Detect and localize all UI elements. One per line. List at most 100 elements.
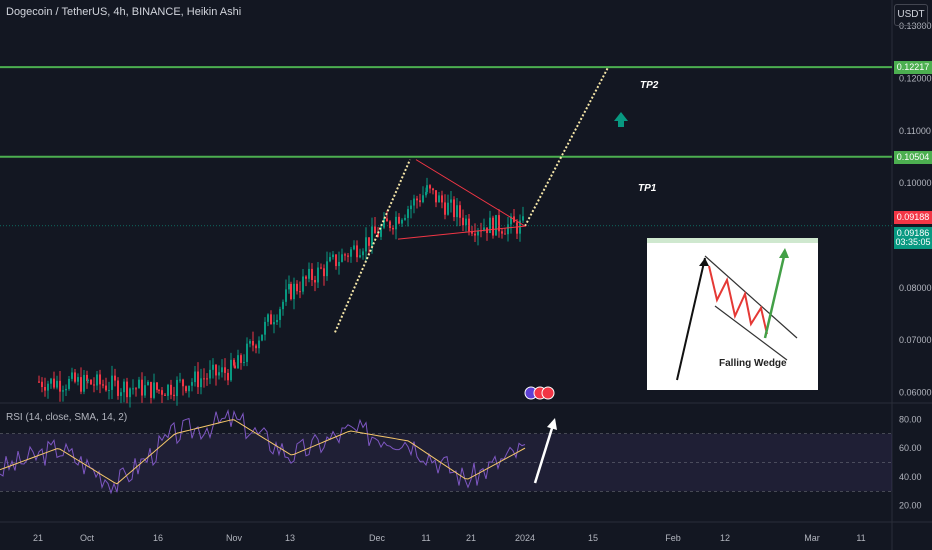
candle-body [359,255,361,258]
candle-body [156,382,158,390]
price-tick: 0.12000 [899,74,932,84]
candle-body [237,355,239,369]
candle-body [153,382,155,398]
candle-body [135,388,137,390]
price-tag: 0.10504 [894,150,932,164]
candle-body [290,283,292,300]
candle-body [158,389,160,391]
candle-body [194,371,196,383]
time-label: 2024 [515,533,535,543]
candle-body [332,254,334,258]
time-label: Oct [80,533,95,543]
candle-body [507,224,509,235]
candle-body [44,386,46,391]
candle-body [371,226,373,246]
tp1-label: TP1 [638,183,657,194]
candle-body [495,215,497,236]
candle-body [138,379,140,389]
candle-body [510,216,512,225]
candle-body [65,388,67,391]
price-tick: 0.10000 [899,178,932,188]
candle-body [483,227,485,231]
falling-wedge-inset: Falling Wedge [647,238,818,390]
candle-body [288,283,290,290]
candle-body [80,377,82,392]
candle-body [468,218,470,232]
candle-body [212,364,214,370]
candle-body [326,261,328,277]
candle-body [474,233,476,236]
wedge-pattern [397,159,527,240]
candle-body [285,289,287,302]
candle-body [150,381,152,398]
candle-body [453,199,455,218]
candle-body [102,384,104,386]
rsi-tick: 80.00 [899,414,922,424]
rsi-ma-line [0,419,526,485]
candle-body [429,185,431,189]
candle-body [197,371,199,388]
candle-body [255,345,257,349]
candle-body [87,379,89,381]
candle-body [498,215,500,232]
candle-body [47,383,49,391]
time-label: Mar [804,533,820,543]
candle-body [117,380,119,396]
candle-body [501,231,503,234]
candle-body [432,188,434,191]
price-tick: 0.11000 [899,126,931,136]
candle-body [77,377,79,382]
time-label: 13 [285,533,295,543]
candle-body [105,385,107,391]
candle-body [59,380,61,392]
candle-body [305,276,307,279]
candle-body [380,227,382,237]
time-label: Feb [665,533,681,543]
candle-body [426,185,428,192]
candle-body [71,372,73,379]
candle-body [296,283,298,292]
up-arrow-icon [614,112,628,127]
candle-body [200,378,202,388]
candle-body [215,364,217,376]
candle-body [93,384,95,386]
candle-body [477,230,479,236]
rsi-tick: 40.00 [899,472,922,482]
candle-body [435,190,437,203]
candle-body [83,374,85,392]
candle-body [234,365,236,369]
candle-body [276,319,278,323]
candle-body [413,198,415,206]
time-label: 11 [856,533,865,543]
time-label: Dec [369,533,386,543]
currency-button[interactable]: USDT [894,4,928,26]
candle-body [96,374,98,386]
candle-body [132,388,134,390]
candle-body [519,220,521,234]
candle-body [444,202,446,215]
candle-body [398,216,400,224]
candle-body [338,261,340,267]
candle-body [314,280,316,283]
candle-body [377,233,379,237]
candle-body [273,322,275,325]
candle-body [191,382,193,386]
candle-body [368,237,370,246]
symbol-title: Dogecoin / TetherUS, 4h, BINANCE, Heikin… [6,6,242,18]
candle-body [188,385,190,392]
candle-body [120,392,122,396]
candle-body [347,255,349,257]
candle-body [167,384,169,396]
impulse-line [334,159,411,333]
candle-body [258,340,260,349]
candle-body [471,231,473,234]
candle-body [516,222,518,234]
candle-body [492,217,494,236]
candle-body [99,374,101,385]
candle-body [279,309,281,320]
time-label: 16 [153,533,163,543]
candle-body [419,200,421,203]
candle-body [185,386,187,392]
candle-body [86,374,88,381]
